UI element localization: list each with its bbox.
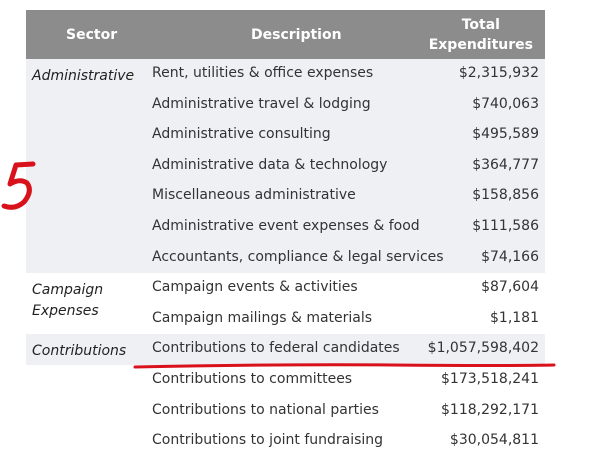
- table-row: Contributions to joint fundraising $30,05…: [26, 426, 545, 457]
- table-header: Sector Description Total Expenditures: [26, 10, 545, 59]
- sector-group-campaign-expenses: Campaign Expenses Campaign events & acti…: [26, 273, 545, 334]
- row-amount: $158,856: [472, 187, 539, 204]
- row-description: Contributions to joint fundraising: [152, 432, 384, 449]
- row-amount: $2,315,932: [458, 65, 539, 81]
- row-description: Contributions to national parties: [152, 401, 379, 418]
- row-amount: $173,518,241: [441, 370, 539, 387]
- row-description: Administrative travel & lodging: [152, 95, 371, 112]
- sector-group-contributions: Contributions Contributions to federal c…: [26, 334, 545, 457]
- row-description: Accountants, compliance & legal services: [152, 248, 444, 265]
- row-amount: $364,777: [472, 156, 539, 173]
- table-row: Miscellaneous administrative $158,856: [26, 181, 545, 212]
- row-description: Rent, utilities & office expenses: [152, 65, 374, 81]
- row-amount: $87,604: [481, 279, 539, 296]
- header-total-line2: Expenditures: [428, 37, 533, 53]
- table-row: Contributions to national parties $118,29…: [26, 395, 545, 427]
- row-amount: $74,166: [481, 248, 539, 265]
- row-description: Administrative event expenses & food: [152, 217, 420, 234]
- table-row: Campaign mailings & materials $1,181: [26, 304, 545, 335]
- sector-group-administrative: Administrative Rent, utilities & office …: [26, 59, 545, 274]
- table-row: Accountants, compliance & legal services…: [26, 243, 545, 274]
- header-sector: Sector: [66, 27, 118, 43]
- row-description: Administrative data & technology: [152, 156, 388, 173]
- row-description: Campaign events & activities: [152, 279, 358, 296]
- row-amount: $30,054,811: [449, 432, 539, 449]
- table-row: Administrative travel & lodging $740,063: [26, 90, 545, 121]
- row-description: Administrative consulting: [152, 126, 331, 143]
- sector-label: Campaign Expenses: [32, 280, 103, 322]
- table-row: Contributions to federal candidates $1,05…: [26, 334, 545, 365]
- header-description: Description: [251, 27, 342, 43]
- table-row: Rent, utilities & office expenses $2,315,…: [26, 59, 545, 90]
- header-total-line1: Total: [461, 17, 500, 33]
- sector-label-line1: Administrative: [32, 68, 135, 84]
- row-description: Contributions to committees: [152, 370, 353, 387]
- row-amount: $1,181: [490, 309, 539, 326]
- row-description: Contributions to federal candidates: [152, 340, 400, 357]
- table-row: Administrative data & technology $364,777: [26, 151, 545, 182]
- row-amount: $111,586: [472, 217, 539, 234]
- table-row: Administrative event expenses & food $111…: [26, 212, 545, 243]
- sector-label-line1: Contributions: [32, 343, 127, 360]
- red-underline-annotation: [133, 363, 556, 369]
- row-description: Miscellaneous administrative: [152, 187, 356, 204]
- table-row: Campaign events & activities $87,604: [26, 273, 545, 304]
- row-amount: $740,063: [472, 95, 539, 112]
- table-row: Contributions to committees $173,518,241: [26, 364, 545, 396]
- header-total-expenditures: Total Expenditures: [429, 15, 533, 55]
- sector-label-line2: Expenses: [32, 303, 99, 320]
- expenditures-table: Sector Description Total Expenditures Ad…: [26, 10, 545, 457]
- handwritten-5-mark: [1, 161, 36, 210]
- table-row: Administrative consulting $495,589: [26, 120, 545, 151]
- row-amount: $1,057,598,402: [427, 340, 539, 357]
- sector-label: Administrative: [32, 66, 134, 87]
- row-amount: $495,589: [472, 126, 539, 143]
- sector-label-line1: Campaign: [32, 282, 104, 299]
- row-amount: $118,292,171: [441, 401, 539, 418]
- row-description: Campaign mailings & materials: [152, 309, 373, 326]
- sector-label: Contributions: [32, 341, 126, 362]
